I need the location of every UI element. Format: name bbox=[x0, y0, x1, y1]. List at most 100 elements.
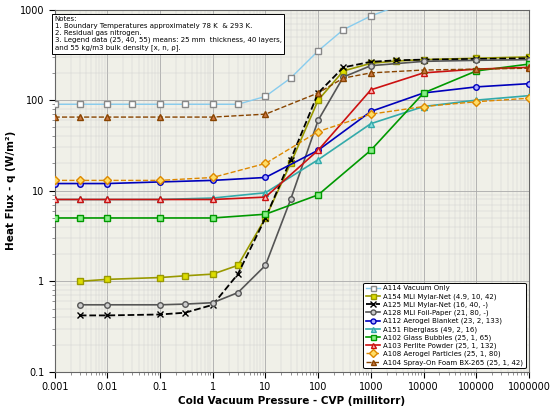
Line: A151 Fiberglass (49, 2, 16): A151 Fiberglass (49, 2, 16) bbox=[52, 93, 532, 202]
A154 MLI Mylar-Net (4.9, 10, 42) bbox=[287, 161, 294, 166]
Line: A125 MLI Mylar-Net (16, 40, -): A125 MLI Mylar-Net (16, 40, -) bbox=[76, 55, 533, 319]
A114 Vacuum Only bbox=[51, 102, 58, 107]
A104 Spray-On Foam BX-265 (25, 1, 42) bbox=[473, 67, 480, 72]
Line: A108 Aerogel Particles (25, 1, 80): A108 Aerogel Particles (25, 1, 80) bbox=[52, 96, 532, 183]
A151 Fiberglass (49, 2, 16) bbox=[77, 197, 83, 202]
A154 MLI Mylar-Net (4.9, 10, 42) bbox=[104, 277, 111, 282]
A125 MLI Mylar-Net (16, 40, -) bbox=[210, 302, 216, 307]
A108 Aerogel Particles (25, 1, 80) bbox=[51, 178, 58, 183]
A154 MLI Mylar-Net (4.9, 10, 42) bbox=[210, 272, 216, 276]
A104 Spray-On Foam BX-265 (25, 1, 42) bbox=[51, 115, 58, 119]
A125 MLI Mylar-Net (16, 40, -) bbox=[77, 313, 83, 318]
A104 Spray-On Foam BX-265 (25, 1, 42) bbox=[210, 115, 216, 119]
A151 Fiberglass (49, 2, 16) bbox=[420, 104, 427, 109]
A151 Fiberglass (49, 2, 16) bbox=[51, 197, 58, 202]
A128 MLI Foil-Paper (21, 80, -) bbox=[340, 75, 346, 80]
A112 Aerogel Blanket (23, 2, 133) bbox=[473, 84, 480, 89]
A128 MLI Foil-Paper (21, 80, -) bbox=[368, 63, 374, 68]
A112 Aerogel Blanket (23, 2, 133) bbox=[210, 178, 216, 183]
A125 MLI Mylar-Net (16, 40, -) bbox=[157, 312, 163, 317]
A112 Aerogel Blanket (23, 2, 133) bbox=[51, 181, 58, 186]
Line: A103 Perlite Powder (25, 1, 132): A103 Perlite Powder (25, 1, 132) bbox=[52, 65, 532, 202]
A108 Aerogel Particles (25, 1, 80) bbox=[368, 112, 374, 117]
A114 Vacuum Only bbox=[182, 102, 188, 107]
A154 MLI Mylar-Net (4.9, 10, 42) bbox=[393, 59, 399, 63]
A125 MLI Mylar-Net (16, 40, -) bbox=[393, 58, 399, 63]
A103 Perlite Powder (25, 1, 132) bbox=[262, 194, 269, 199]
A112 Aerogel Blanket (23, 2, 133) bbox=[420, 91, 427, 96]
A125 MLI Mylar-Net (16, 40, -) bbox=[368, 59, 374, 64]
A151 Fiberglass (49, 2, 16) bbox=[315, 157, 321, 162]
A128 MLI Foil-Paper (21, 80, -) bbox=[235, 290, 241, 295]
A154 MLI Mylar-Net (4.9, 10, 42) bbox=[182, 273, 188, 278]
A114 Vacuum Only bbox=[104, 102, 111, 107]
A104 Spray-On Foam BX-265 (25, 1, 42) bbox=[420, 68, 427, 73]
A125 MLI Mylar-Net (16, 40, -) bbox=[182, 310, 188, 315]
A128 MLI Foil-Paper (21, 80, -) bbox=[287, 197, 294, 202]
A128 MLI Foil-Paper (21, 80, -) bbox=[77, 302, 83, 307]
A154 MLI Mylar-Net (4.9, 10, 42) bbox=[368, 61, 374, 66]
Text: Notes:
1. Boundary Temperatures approximately 78 K  & 293 K.
2. Residual gas nit: Notes: 1. Boundary Temperatures approxim… bbox=[54, 16, 282, 51]
A102 Glass Bubbles (25, 1, 65) bbox=[104, 215, 111, 220]
A102 Glass Bubbles (25, 1, 65) bbox=[77, 215, 83, 220]
A108 Aerogel Particles (25, 1, 80) bbox=[210, 175, 216, 180]
A102 Glass Bubbles (25, 1, 65) bbox=[368, 148, 374, 153]
Legend: A114 Vacuum Only, A154 MLI Mylar-Net (4.9, 10, 42), A125 MLI Mylar-Net (16, 40, : A114 Vacuum Only, A154 MLI Mylar-Net (4.… bbox=[363, 283, 525, 368]
A108 Aerogel Particles (25, 1, 80) bbox=[104, 178, 111, 183]
A112 Aerogel Blanket (23, 2, 133) bbox=[368, 109, 374, 114]
A103 Perlite Powder (25, 1, 132) bbox=[77, 197, 83, 202]
A114 Vacuum Only bbox=[235, 102, 241, 107]
A108 Aerogel Particles (25, 1, 80) bbox=[77, 178, 83, 183]
A103 Perlite Powder (25, 1, 132) bbox=[473, 67, 480, 72]
A112 Aerogel Blanket (23, 2, 133) bbox=[262, 175, 269, 180]
A151 Fiberglass (49, 2, 16) bbox=[157, 197, 163, 202]
A128 MLI Foil-Paper (21, 80, -) bbox=[262, 263, 269, 268]
A128 MLI Foil-Paper (21, 80, -) bbox=[315, 118, 321, 123]
A125 MLI Mylar-Net (16, 40, -) bbox=[340, 65, 346, 70]
A125 MLI Mylar-Net (16, 40, -) bbox=[287, 157, 294, 162]
A125 MLI Mylar-Net (16, 40, -) bbox=[262, 215, 269, 220]
A128 MLI Foil-Paper (21, 80, -) bbox=[104, 302, 111, 307]
A102 Glass Bubbles (25, 1, 65) bbox=[210, 215, 216, 220]
A114 Vacuum Only bbox=[210, 102, 216, 107]
A128 MLI Foil-Paper (21, 80, -) bbox=[473, 58, 480, 63]
A114 Vacuum Only bbox=[129, 102, 136, 107]
A114 Vacuum Only bbox=[340, 27, 346, 32]
A103 Perlite Powder (25, 1, 132) bbox=[210, 197, 216, 202]
A128 MLI Foil-Paper (21, 80, -) bbox=[157, 302, 163, 307]
A154 MLI Mylar-Net (4.9, 10, 42) bbox=[235, 263, 241, 268]
A104 Spray-On Foam BX-265 (25, 1, 42) bbox=[157, 115, 163, 119]
A103 Perlite Powder (25, 1, 132) bbox=[51, 197, 58, 202]
A154 MLI Mylar-Net (4.9, 10, 42) bbox=[315, 98, 321, 103]
A104 Spray-On Foam BX-265 (25, 1, 42) bbox=[77, 115, 83, 119]
A102 Glass Bubbles (25, 1, 65) bbox=[315, 192, 321, 197]
A103 Perlite Powder (25, 1, 132) bbox=[157, 197, 163, 202]
A103 Perlite Powder (25, 1, 132) bbox=[525, 65, 532, 70]
A125 MLI Mylar-Net (16, 40, -) bbox=[315, 91, 321, 96]
Line: A128 MLI Foil-Paper (21, 80, -): A128 MLI Foil-Paper (21, 80, -) bbox=[77, 57, 532, 308]
A125 MLI Mylar-Net (16, 40, -) bbox=[104, 313, 111, 318]
A102 Glass Bubbles (25, 1, 65) bbox=[420, 91, 427, 96]
A104 Spray-On Foam BX-265 (25, 1, 42) bbox=[340, 76, 346, 81]
A108 Aerogel Particles (25, 1, 80) bbox=[525, 96, 532, 101]
Line: A112 Aerogel Blanket (23, 2, 133): A112 Aerogel Blanket (23, 2, 133) bbox=[52, 81, 532, 186]
A154 MLI Mylar-Net (4.9, 10, 42) bbox=[262, 215, 269, 220]
Line: A102 Glass Bubbles (25, 1, 65): A102 Glass Bubbles (25, 1, 65) bbox=[52, 61, 532, 221]
A154 MLI Mylar-Net (4.9, 10, 42) bbox=[420, 57, 427, 62]
A102 Glass Bubbles (25, 1, 65) bbox=[51, 215, 58, 220]
A114 Vacuum Only bbox=[315, 48, 321, 53]
A112 Aerogel Blanket (23, 2, 133) bbox=[525, 81, 532, 86]
A125 MLI Mylar-Net (16, 40, -) bbox=[473, 56, 480, 61]
A114 Vacuum Only bbox=[157, 102, 163, 107]
A128 MLI Foil-Paper (21, 80, -) bbox=[420, 59, 427, 64]
A128 MLI Foil-Paper (21, 80, -) bbox=[525, 57, 532, 62]
Y-axis label: Heat Flux - q (W/m²): Heat Flux - q (W/m²) bbox=[6, 131, 16, 250]
X-axis label: Cold Vacuum Pressure - CVP (millitorr): Cold Vacuum Pressure - CVP (millitorr) bbox=[178, 396, 405, 407]
A108 Aerogel Particles (25, 1, 80) bbox=[420, 104, 427, 109]
A108 Aerogel Particles (25, 1, 80) bbox=[262, 161, 269, 166]
A104 Spray-On Foam BX-265 (25, 1, 42) bbox=[368, 70, 374, 75]
A128 MLI Foil-Paper (21, 80, -) bbox=[210, 300, 216, 305]
A125 MLI Mylar-Net (16, 40, -) bbox=[420, 57, 427, 62]
A102 Glass Bubbles (25, 1, 65) bbox=[262, 212, 269, 217]
Line: A154 MLI Mylar-Net (4.9, 10, 42): A154 MLI Mylar-Net (4.9, 10, 42) bbox=[77, 54, 532, 284]
